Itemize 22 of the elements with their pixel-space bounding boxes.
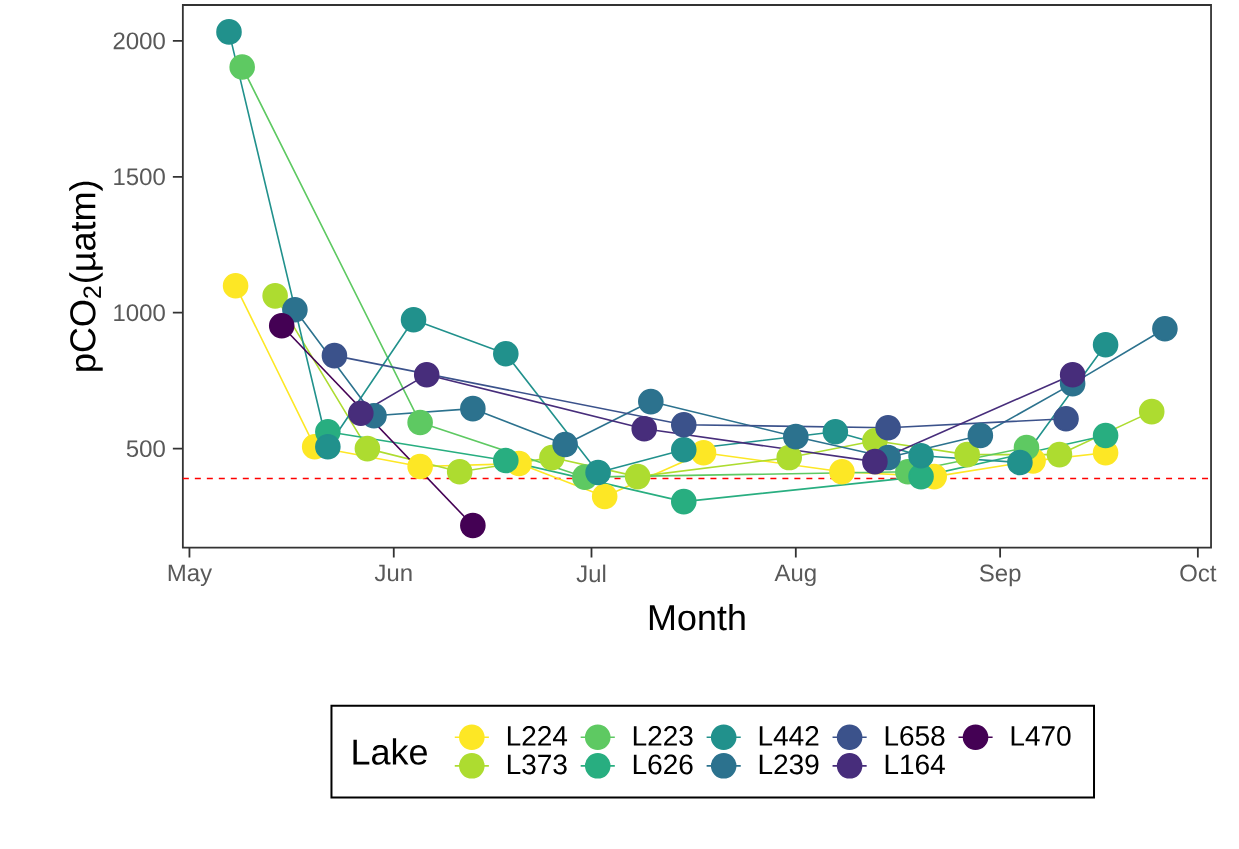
legend-label: L442	[759, 725, 819, 746]
y-tick-label: 500	[126, 439, 165, 457]
y-axis-title: pCO$_{2}$(µatm)	[69, 181, 103, 371]
legend-label: L626	[633, 754, 693, 775]
y-tick-label: 1500	[114, 168, 165, 186]
x-tick-label: May	[168, 564, 213, 586]
y-tick-label: 1000	[114, 304, 165, 322]
legend-label: L223	[633, 725, 693, 746]
legend-label: L224	[507, 725, 568, 746]
legend-label: L373	[507, 754, 567, 775]
legend-title: Lake	[353, 738, 427, 765]
x-tick-label: Jul	[576, 564, 606, 583]
legend-label: L658	[885, 725, 945, 746]
legend-label: L470	[1011, 725, 1071, 746]
x-tick-label: Aug	[774, 564, 816, 586]
legend-label: L239	[759, 754, 819, 775]
x-axis-title: Month	[649, 603, 745, 631]
x-tick-label: Sep	[979, 564, 1021, 587]
x-tick-label: Oct	[1180, 564, 1217, 582]
x-tick-label: Jun	[374, 564, 412, 582]
y-tick-label: 2000	[113, 32, 165, 50]
legend-label: L164	[885, 754, 945, 775]
